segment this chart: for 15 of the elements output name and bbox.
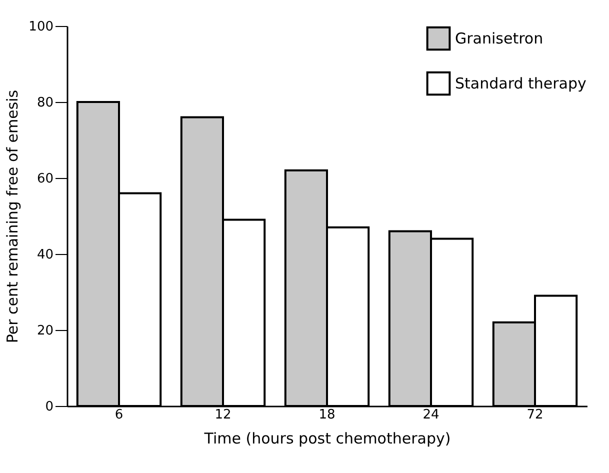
y-tick-label: 60 — [36, 172, 54, 186]
legend-label: Standard therapy — [455, 74, 587, 92]
y-tick-label: 40 — [36, 248, 54, 262]
x-tick-label: 24 — [422, 408, 440, 422]
legend-label: Granisetron — [455, 30, 544, 48]
x-axis-title: Time (hours post chemotherapy) — [203, 430, 451, 448]
y-axis-title: Per cent remaining free of emesis — [4, 90, 22, 344]
y-tick-label: 100 — [28, 20, 54, 34]
x-tick-label: 6 — [114, 408, 124, 422]
x-tick-label: 18 — [318, 408, 336, 422]
y-tick-label: 20 — [36, 324, 54, 338]
x-tick-label: 12 — [214, 408, 232, 422]
x-tick-label: 72 — [526, 408, 544, 422]
y-tick-label: 0 — [45, 400, 54, 414]
y-tick-label: 80 — [36, 96, 54, 110]
